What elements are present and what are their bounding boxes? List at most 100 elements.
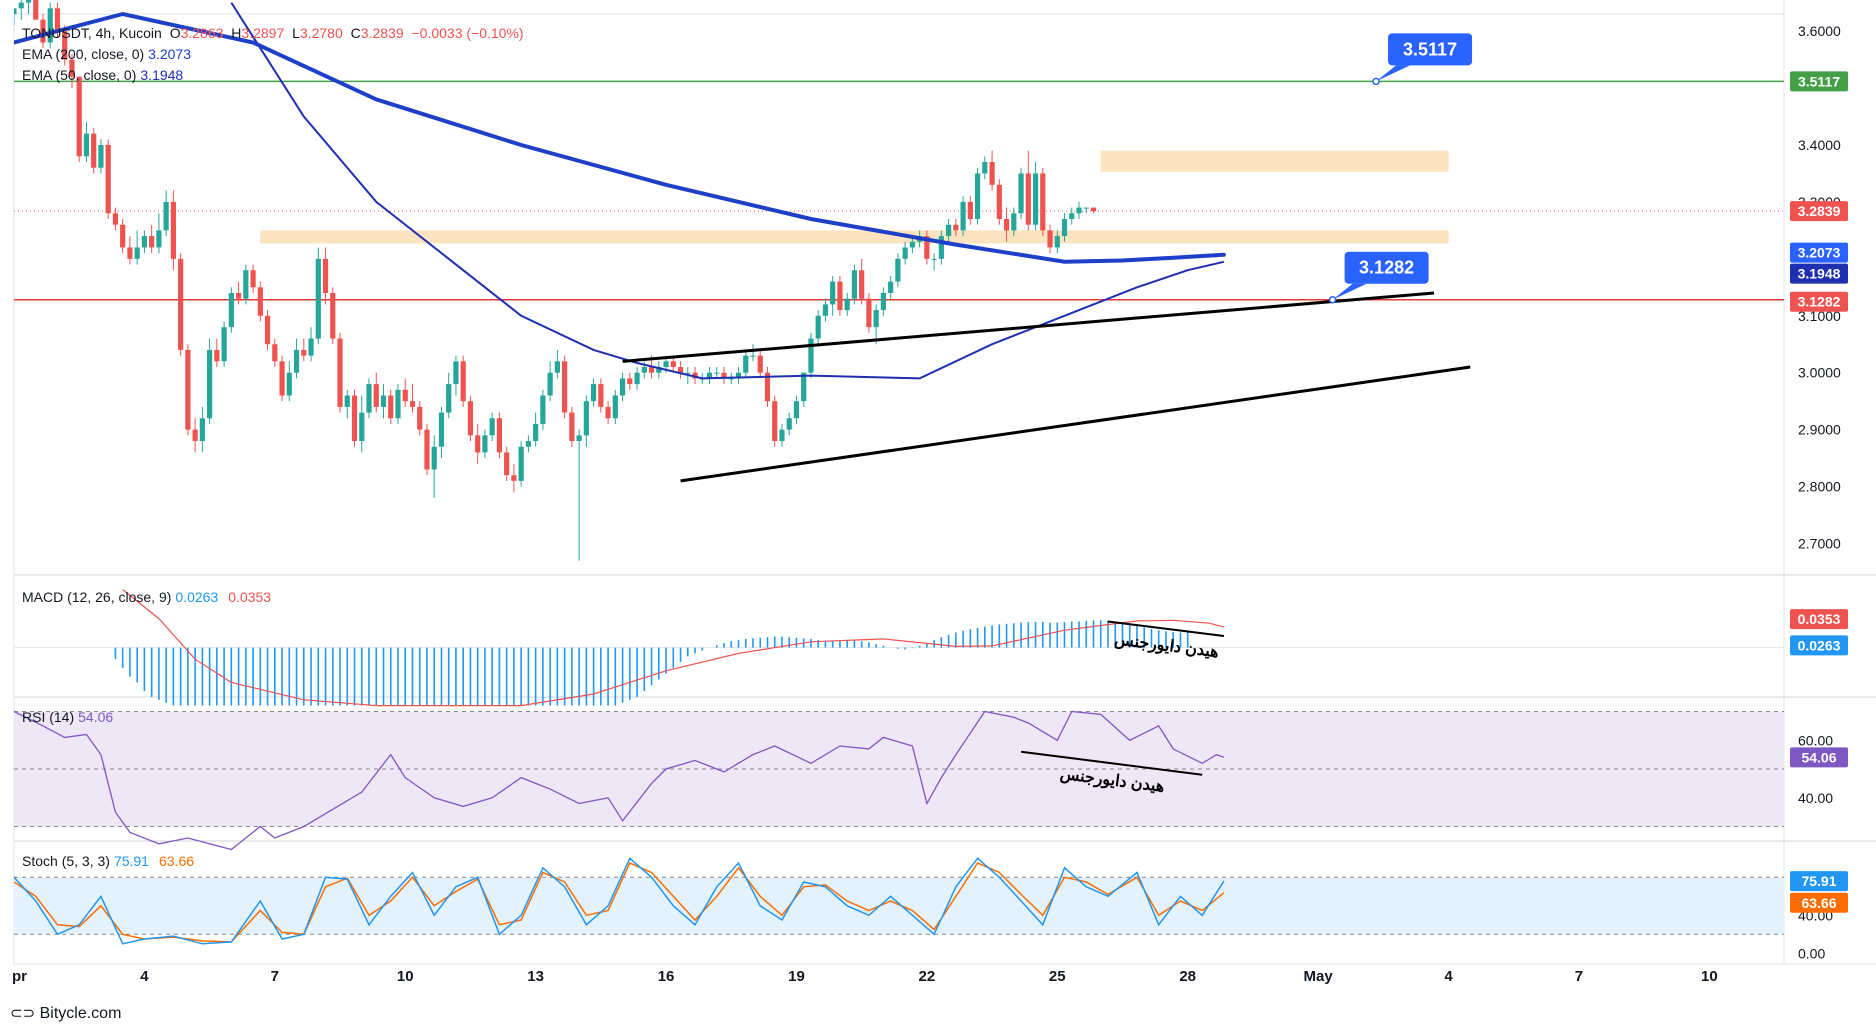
candle-body (496, 418, 503, 453)
candle (69, 53, 75, 89)
candle-body (163, 201, 169, 231)
candle (851, 264, 858, 305)
candle (1025, 150, 1031, 231)
candle (105, 139, 111, 219)
candle (888, 275, 894, 299)
stoch-k-value: 75.91 (113, 853, 149, 869)
rsi-line (14, 710, 1225, 851)
candle (1032, 162, 1039, 231)
candle (938, 230, 944, 265)
price-tick-label: 3.0000 (1798, 365, 1841, 381)
change-value: −0.0033 (−0.10%) (411, 25, 524, 41)
candle (946, 218, 952, 242)
candle-body (656, 367, 662, 373)
candle (243, 264, 249, 305)
candle-body (706, 372, 713, 379)
candle-body (743, 355, 749, 373)
axis-badge-box (1790, 871, 1848, 892)
rsi-tick-label: 40.00 (1798, 790, 1833, 806)
candle (591, 378, 597, 407)
candle-body (735, 372, 742, 379)
candle-body (409, 401, 416, 407)
candle (1011, 207, 1017, 237)
candle-body (504, 452, 510, 476)
ema50-label: EMA (50, close, 0) (22, 67, 137, 83)
candle (996, 179, 1002, 225)
candle-body (475, 435, 481, 453)
candle (482, 429, 488, 459)
candle-body (489, 418, 495, 436)
candle-body (779, 429, 785, 442)
axis-badge-box (1790, 263, 1848, 284)
time-tick-label: 13 (527, 968, 544, 985)
candle-body (359, 412, 365, 442)
candle (605, 401, 611, 424)
macd-value: 0.0263 (175, 589, 219, 605)
candle (1083, 207, 1089, 214)
candle-body (460, 361, 466, 402)
candle-body (996, 184, 1002, 219)
price-tick-label: 2.7000 (1798, 536, 1841, 552)
candle (207, 338, 213, 424)
candle-body (134, 247, 140, 259)
candle-body (25, 0, 32, 3)
candle-body (576, 435, 582, 442)
candle (359, 395, 365, 453)
candle (1090, 207, 1097, 214)
candle-body (1025, 173, 1031, 225)
callout-label: 3.5117 (1403, 39, 1457, 59)
candle (127, 236, 133, 265)
candle-body (185, 349, 191, 430)
candle-body (902, 247, 908, 259)
candle (163, 190, 169, 237)
stoch-label: Stoch (5, 3, 3) (22, 853, 110, 869)
candle (902, 241, 908, 265)
candle-body (627, 378, 633, 385)
candle-body (424, 429, 430, 470)
candle (1061, 213, 1068, 242)
low-label: L (292, 25, 300, 41)
candle (25, 0, 32, 14)
candle (967, 196, 973, 225)
candle (91, 127, 97, 174)
candle (62, 25, 68, 66)
candle-body (880, 293, 886, 311)
ema200-price-badge: 3.2073 (1790, 242, 1848, 263)
axis-badge-box (1790, 635, 1848, 656)
candle (786, 412, 792, 436)
candle-body (149, 236, 155, 248)
time-tick-label: 10 (397, 968, 414, 985)
price-tick-label: 3.1000 (1798, 308, 1841, 324)
candle (525, 435, 531, 453)
candle-body (547, 372, 553, 396)
candle (656, 361, 662, 379)
candle-body (243, 270, 249, 299)
candle (293, 338, 300, 379)
candle-body (18, 2, 24, 9)
macd-divergence-line (1107, 620, 1225, 637)
candle (1018, 167, 1024, 219)
candle-body (214, 349, 220, 362)
bitycle-logo-icon: ⊂⊃ (10, 1005, 36, 1022)
rsi-label: RSI (14) (22, 709, 75, 725)
candle-body (1054, 236, 1060, 248)
candle (576, 429, 582, 561)
candle-body (1061, 218, 1068, 237)
candle-body (1040, 173, 1046, 231)
candle-body (728, 378, 734, 380)
candle-body (83, 133, 90, 157)
axis-badge-label: 0.0263 (1798, 637, 1841, 653)
axis-badge-box (1790, 892, 1848, 913)
price-tick-label: 2.8000 (1798, 479, 1841, 495)
candle (431, 435, 437, 498)
candle (735, 367, 742, 385)
candle (112, 207, 119, 231)
candle-body (14, 8, 17, 14)
candle (953, 218, 959, 237)
candle-body (91, 133, 97, 168)
rsi-value-badge: 54.06 (1790, 747, 1848, 768)
candle-body (1083, 207, 1089, 209)
candle (822, 298, 829, 322)
symbol-label: TONUSDT, 4h, Kucoin (22, 25, 162, 41)
